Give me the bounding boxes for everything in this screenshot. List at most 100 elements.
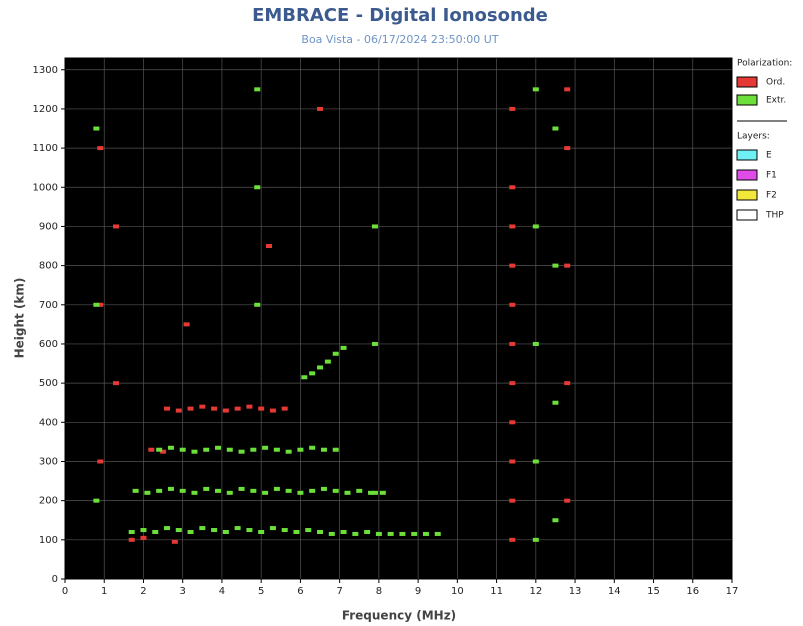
echo-point	[262, 446, 268, 450]
legend-label: THP	[765, 211, 784, 221]
echo-point	[227, 448, 233, 452]
y-tick-label: 100	[39, 535, 58, 546]
echo-point	[564, 499, 570, 503]
echo-point	[564, 146, 570, 150]
echo-point	[199, 526, 205, 530]
echo-point	[533, 459, 539, 463]
echo-point	[129, 538, 135, 542]
echo-point	[317, 530, 323, 534]
echo-point	[262, 491, 268, 495]
echo-point	[168, 487, 174, 491]
x-tick-label: 5	[258, 586, 264, 597]
y-tick-label: 700	[39, 300, 58, 311]
echo-point	[509, 224, 515, 228]
echo-point	[176, 528, 182, 532]
x-tick-label: 16	[686, 586, 699, 597]
echo-point	[509, 303, 515, 307]
echo-point	[180, 489, 186, 493]
echo-point	[509, 538, 515, 542]
legend-swatch	[737, 95, 757, 105]
legend-swatch	[737, 77, 757, 87]
echo-point	[246, 405, 252, 409]
echo-point	[223, 530, 229, 534]
echo-point	[376, 532, 382, 536]
echo-point	[293, 530, 299, 534]
echo-point	[372, 491, 378, 495]
echo-point	[509, 107, 515, 111]
echo-point	[297, 491, 303, 495]
echo-point	[113, 381, 119, 385]
echo-point	[317, 365, 323, 369]
echo-point	[423, 532, 429, 536]
echo-point	[250, 448, 256, 452]
echo-point	[235, 526, 241, 530]
echo-point	[341, 530, 347, 534]
echo-point	[286, 489, 292, 493]
chart: EMBRACE - Digital Ionosonde Boa Vista - …	[0, 0, 803, 626]
echo-point	[286, 450, 292, 454]
legend-swatch	[737, 170, 757, 180]
echo-point	[144, 491, 150, 495]
echo-point	[282, 407, 288, 411]
echo-point	[172, 540, 178, 544]
echo-point	[93, 303, 99, 307]
echo-point	[239, 487, 245, 491]
echo-point	[305, 528, 311, 532]
echo-point	[509, 420, 515, 424]
echo-point	[352, 532, 358, 536]
legend-swatch	[737, 210, 757, 220]
x-tick-label: 15	[647, 586, 660, 597]
echo-point	[113, 224, 119, 228]
echo-point	[235, 407, 241, 411]
echo-point	[321, 448, 327, 452]
echo-point	[191, 450, 197, 454]
echo-point	[156, 489, 162, 493]
legend-title: Polarization:	[737, 59, 792, 69]
echo-point	[152, 530, 158, 534]
echo-point	[258, 407, 264, 411]
echo-point	[184, 322, 190, 326]
echo-point	[140, 536, 146, 540]
echo-point	[564, 264, 570, 268]
echo-point	[533, 87, 539, 91]
echo-point	[301, 375, 307, 379]
echo-point	[533, 342, 539, 346]
echo-point	[509, 381, 515, 385]
legend-label: Extr.	[766, 96, 786, 106]
y-tick-label: 1000	[33, 182, 58, 193]
echo-point	[317, 107, 323, 111]
echo-point	[309, 371, 315, 375]
echo-point	[188, 530, 194, 534]
echo-point	[333, 448, 339, 452]
y-tick-label: 300	[39, 456, 58, 467]
echo-point	[246, 528, 252, 532]
y-tick-label: 1200	[33, 104, 58, 115]
y-tick-label: 0	[52, 574, 58, 585]
echo-point	[203, 487, 209, 491]
echo-point	[168, 446, 174, 450]
echo-point	[164, 407, 170, 411]
echo-point	[270, 526, 276, 530]
y-tick-label: 600	[39, 339, 58, 350]
echo-point	[188, 407, 194, 411]
echo-point	[552, 518, 558, 522]
x-tick-label: 4	[219, 586, 225, 597]
echo-point	[372, 224, 378, 228]
echo-point	[321, 487, 327, 491]
echo-point	[266, 244, 272, 248]
echo-point	[552, 264, 558, 268]
echo-point	[341, 346, 347, 350]
echo-point	[282, 528, 288, 532]
echo-point	[156, 448, 162, 452]
echo-point	[552, 401, 558, 405]
echo-point	[254, 185, 260, 189]
echo-point	[509, 342, 515, 346]
legend-swatch	[737, 150, 757, 160]
echo-point	[344, 491, 350, 495]
y-tick-label: 500	[39, 378, 58, 389]
echo-point	[509, 459, 515, 463]
echo-point	[325, 360, 331, 364]
echo-point	[509, 185, 515, 189]
echo-point	[199, 405, 205, 409]
legend-title: Layers:	[737, 132, 770, 142]
